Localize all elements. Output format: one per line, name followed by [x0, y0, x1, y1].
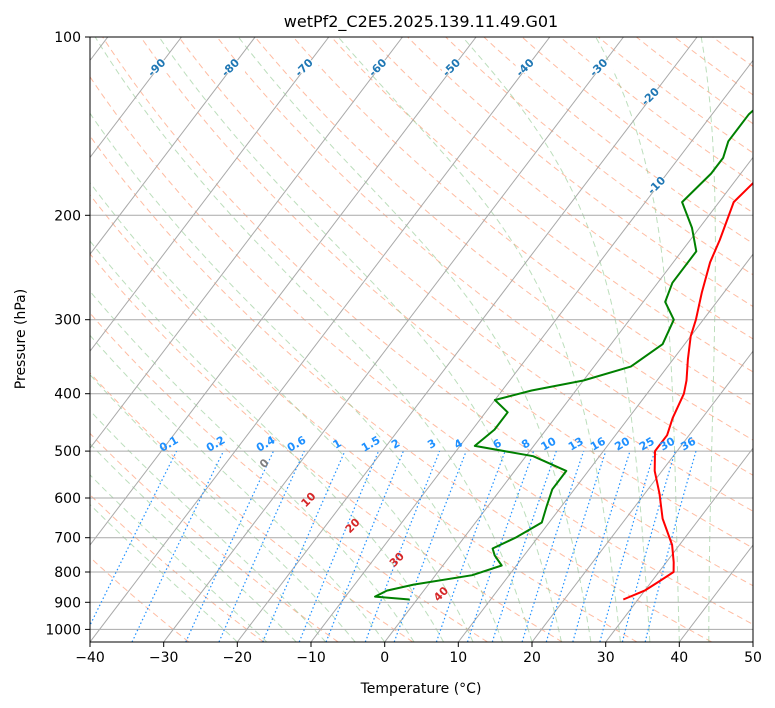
- dry-adiabat-line: [331, 37, 753, 373]
- moist-adiabat-line: [462, 37, 651, 642]
- isotherm-line: [90, 37, 403, 450]
- x-tick-label: −30: [149, 650, 179, 666]
- dry-adiabat-line: [90, 432, 339, 642]
- x-axis: −40 −30 −20 −10 0 10 20 30 40 50: [75, 642, 762, 666]
- x-tick-label: 40: [670, 650, 688, 666]
- y-tick-label: 100: [54, 30, 81, 46]
- x-tick-label: −10: [296, 650, 326, 666]
- mixing-ratio-line: [466, 450, 535, 642]
- y-tick-label: 300: [54, 313, 81, 329]
- dewpoint-trace: [374, 109, 753, 601]
- mixing-ratio-line: [364, 450, 441, 642]
- y-tick-label: 700: [54, 531, 81, 547]
- mixing-ratio-line: [621, 450, 676, 642]
- plot-frame: [89, 36, 754, 643]
- x-axis-label: Temperature (°C): [360, 681, 482, 697]
- moist-adiabat-line: [90, 240, 445, 642]
- mixing-ratio-line: [393, 450, 467, 642]
- isotherm-line: [90, 37, 551, 642]
- moist-adiabat-line: [238, 37, 592, 642]
- x-tick-label: 50: [744, 650, 762, 666]
- x-tick-label: 30: [597, 650, 615, 666]
- x-tick-label: 10: [449, 650, 467, 666]
- moist-adiabat-line: [700, 37, 716, 642]
- mixing-ratio-line: [298, 450, 380, 642]
- isotherm-line: [310, 59, 753, 642]
- mixing-ratio-line: [90, 450, 178, 627]
- dry-adiabat-line: [90, 194, 638, 642]
- isotherm-line: [90, 37, 182, 159]
- isotherm-line: [90, 37, 256, 256]
- mixing-ratio-line: [521, 450, 585, 642]
- mixing-ratio-line: [572, 450, 631, 642]
- y-axis-label: Pressure (hPa): [13, 289, 29, 389]
- y-axis: 100 200 300 400 500 600 700 800 900 1000: [45, 30, 90, 638]
- y-tick-label: 1000: [45, 622, 81, 638]
- y-tick-label: 400: [54, 387, 81, 403]
- mixing-ratio-line: [262, 450, 346, 642]
- mixing-ratio-line: [325, 450, 404, 642]
- dry-adiabat-line: [90, 135, 712, 642]
- mixing-ratio-line: [644, 450, 697, 642]
- x-tick-label: −40: [75, 650, 105, 666]
- isotherm-line: [236, 37, 698, 642]
- moist-adiabat-line: [90, 181, 474, 642]
- moist-adiabat-line: [90, 443, 297, 642]
- y-tick-label: 600: [54, 491, 81, 507]
- chart-title: wetPf2_C2E5.2025.139.11.49.G01: [284, 12, 558, 32]
- moist-adiabat-line: [90, 112, 503, 642]
- moist-adiabat-line: [337, 37, 621, 642]
- moist-adiabat-line: [90, 334, 386, 642]
- y-tick-label: 500: [54, 444, 81, 460]
- isotherm-line: [163, 37, 624, 642]
- isotherm-line: [384, 156, 753, 642]
- moist-adiabat-line: [158, 37, 562, 642]
- y-tick-label: 200: [54, 208, 81, 224]
- y-tick-label: 800: [54, 565, 81, 581]
- dry-adiabat-line: [292, 37, 753, 407]
- isotherm-line: [90, 37, 477, 546]
- moist-adiabat-line: [94, 37, 533, 642]
- x-tick-label: −20: [223, 650, 253, 666]
- isotherm-line: [605, 447, 753, 642]
- mixing-ratio-line: [491, 450, 557, 642]
- moist-adiabat-line: [90, 409, 327, 642]
- y-tick-label: 900: [54, 595, 81, 611]
- mixing-ratio-line: [545, 450, 607, 642]
- mixing-ratio-line: [599, 450, 656, 642]
- mixing-ratio-line: [218, 450, 305, 642]
- moist-adiabat-line: [90, 474, 268, 642]
- isotherm-line: [457, 253, 753, 642]
- temperature-trace: [622, 181, 753, 601]
- dry-adiabat-line: [216, 37, 753, 476]
- profile-traces: [374, 109, 753, 601]
- dry-adiabat-line: [254, 37, 753, 441]
- background-lines: [90, 37, 753, 642]
- isotherm-line: [90, 37, 330, 353]
- moist-adiabat-line: [595, 37, 680, 642]
- x-tick-label: 20: [523, 650, 541, 666]
- mixing-ratio-line: [435, 450, 506, 642]
- isotherm-line: [531, 350, 753, 642]
- x-tick-label: 0: [380, 650, 389, 666]
- moist-adiabat-line: [90, 503, 238, 642]
